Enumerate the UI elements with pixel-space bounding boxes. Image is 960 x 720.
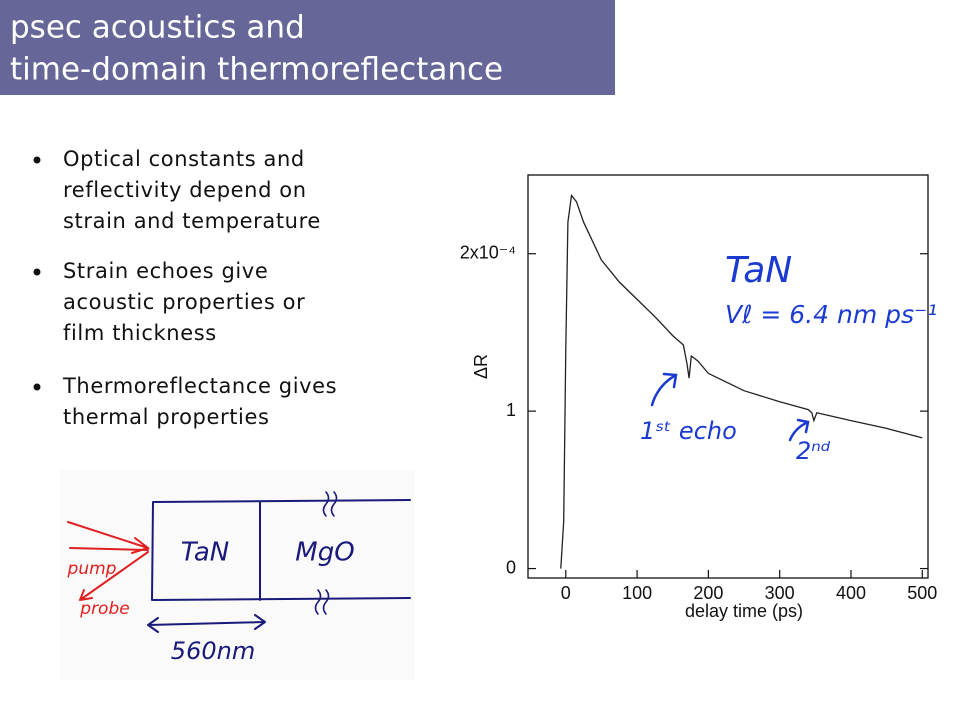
x-tick-label: 400	[836, 583, 866, 603]
substrate-label: MgO	[295, 538, 354, 568]
data-line	[560, 193, 923, 569]
bullet-dot	[33, 268, 41, 276]
x-tick-label: 300	[765, 583, 795, 603]
bullet-dot	[33, 156, 41, 164]
x-tick-label: 100	[622, 583, 652, 603]
x-tick-label: 500	[907, 583, 937, 603]
annotation: 2ⁿᵈ	[796, 437, 831, 465]
layer-lines	[151, 499, 411, 601]
title-bar	[0, 0, 615, 95]
sample-diagram: TaN MgO pump probe 560nm	[60, 470, 415, 680]
y-tick-label: 2x10⁻⁴	[460, 242, 516, 262]
bullet-list: Optical constants and reflectivity depend…	[33, 147, 337, 429]
title-line: time-domain thermoreflectance	[10, 52, 503, 88]
probe-label: probe	[79, 599, 129, 619]
chart: 0 100 200 300 400 500 0 1 2x10⁻⁴ delay time (ps) Δ…	[460, 174, 937, 621]
x-tick-label: 200	[693, 583, 723, 603]
bullet-text: Strain echoes give	[63, 259, 268, 283]
bullet-text: strain and temperature	[63, 209, 321, 233]
bullet-text: Optical constants and	[63, 147, 305, 171]
thickness-arrow	[147, 614, 266, 633]
diagram-background	[60, 470, 415, 680]
bullet-text: film thickness	[63, 321, 217, 345]
annotation-arrow	[788, 418, 810, 442]
annotation: 1ˢᵗ echo	[640, 417, 737, 445]
annotation-arrow	[650, 372, 678, 407]
plot-frame	[527, 174, 929, 579]
x-tick-label: 0	[561, 583, 571, 603]
bullet-text: reflectivity depend on	[63, 178, 307, 202]
thickness-label: 560nm	[171, 637, 255, 665]
film-label: TaN	[181, 538, 230, 568]
pump-label: pump	[67, 559, 117, 579]
bullet-dot	[33, 383, 41, 391]
annotation: Vℓ = 6.4 nm ps⁻¹	[725, 300, 937, 329]
x-axis-label: delay time (ps)	[685, 601, 803, 621]
beam-arrows	[67, 521, 151, 601]
bullet-text: thermal properties	[63, 405, 270, 429]
y-tick-label: 1	[506, 400, 516, 420]
break-marks	[314, 491, 338, 615]
title-line: psec acoustics and	[10, 10, 305, 46]
bullet-text: acoustic properties or	[63, 290, 305, 314]
y-axis-label: ΔR	[471, 354, 491, 379]
annotation: TaN	[725, 250, 792, 291]
y-tick-label: 0	[506, 557, 516, 577]
bullet-text: Thermoreflectance gives	[62, 374, 337, 398]
